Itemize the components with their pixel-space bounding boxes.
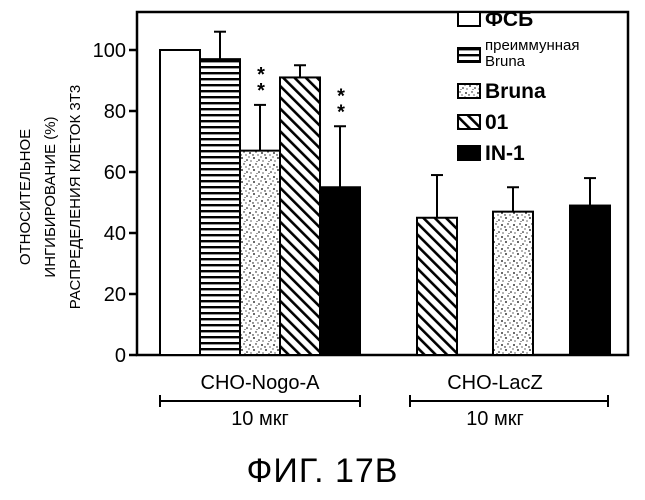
legend-label: IN-1 [485,142,525,165]
significance-mark: * [257,80,265,102]
legend-swatch [458,146,480,160]
legend-swatch [458,48,480,62]
legend-swatch [458,12,480,26]
bar [320,187,360,355]
legend-label: преиммунная [485,37,580,54]
y-tick-label: 80 [104,101,126,123]
legend-label: Bruna [485,80,546,103]
y-tick-label: 20 [104,284,126,306]
figure-caption: ФИГ. 17В [0,452,645,491]
y-axis-label-line: ИНГИБИРОВАНИЕ (%) [42,116,59,277]
y-tick-label: 0 [115,345,126,367]
bar [417,218,457,355]
bar [240,151,280,355]
bar [280,77,320,355]
group-label: CHO-LacZ [447,372,543,394]
bar [570,206,610,355]
significance-mark: * [337,101,345,123]
chart: 0 20 40 60 80 100 ОТНОСИТЕЛЬНОЕ ИНГИБИРОВАНИЕ (… [0,0,645,450]
y-tick-label: 100 [93,40,126,62]
y-axis-label-line: ОТНОСИТЕЛЬНОЕ [17,129,34,265]
bar [200,59,240,355]
y-axis-label-line: РАСПРЕДЕЛЕНИЯ КЛЕТОК 3T3 [67,85,84,309]
legend-label: 01 [485,111,509,134]
y-tick-label: 60 [104,162,126,184]
legend-swatch [458,115,480,129]
legend-label: Bruna [485,53,526,70]
dose-label: 10 мкг [466,408,524,430]
bar [160,50,200,355]
bar [493,212,533,355]
legend-swatch [458,84,480,98]
y-tick-label: 40 [104,223,126,245]
dose-label: 10 мкг [231,408,289,430]
group-label: CHO-Nogo-A [201,372,321,394]
legend-label: ФСБ [485,8,533,31]
